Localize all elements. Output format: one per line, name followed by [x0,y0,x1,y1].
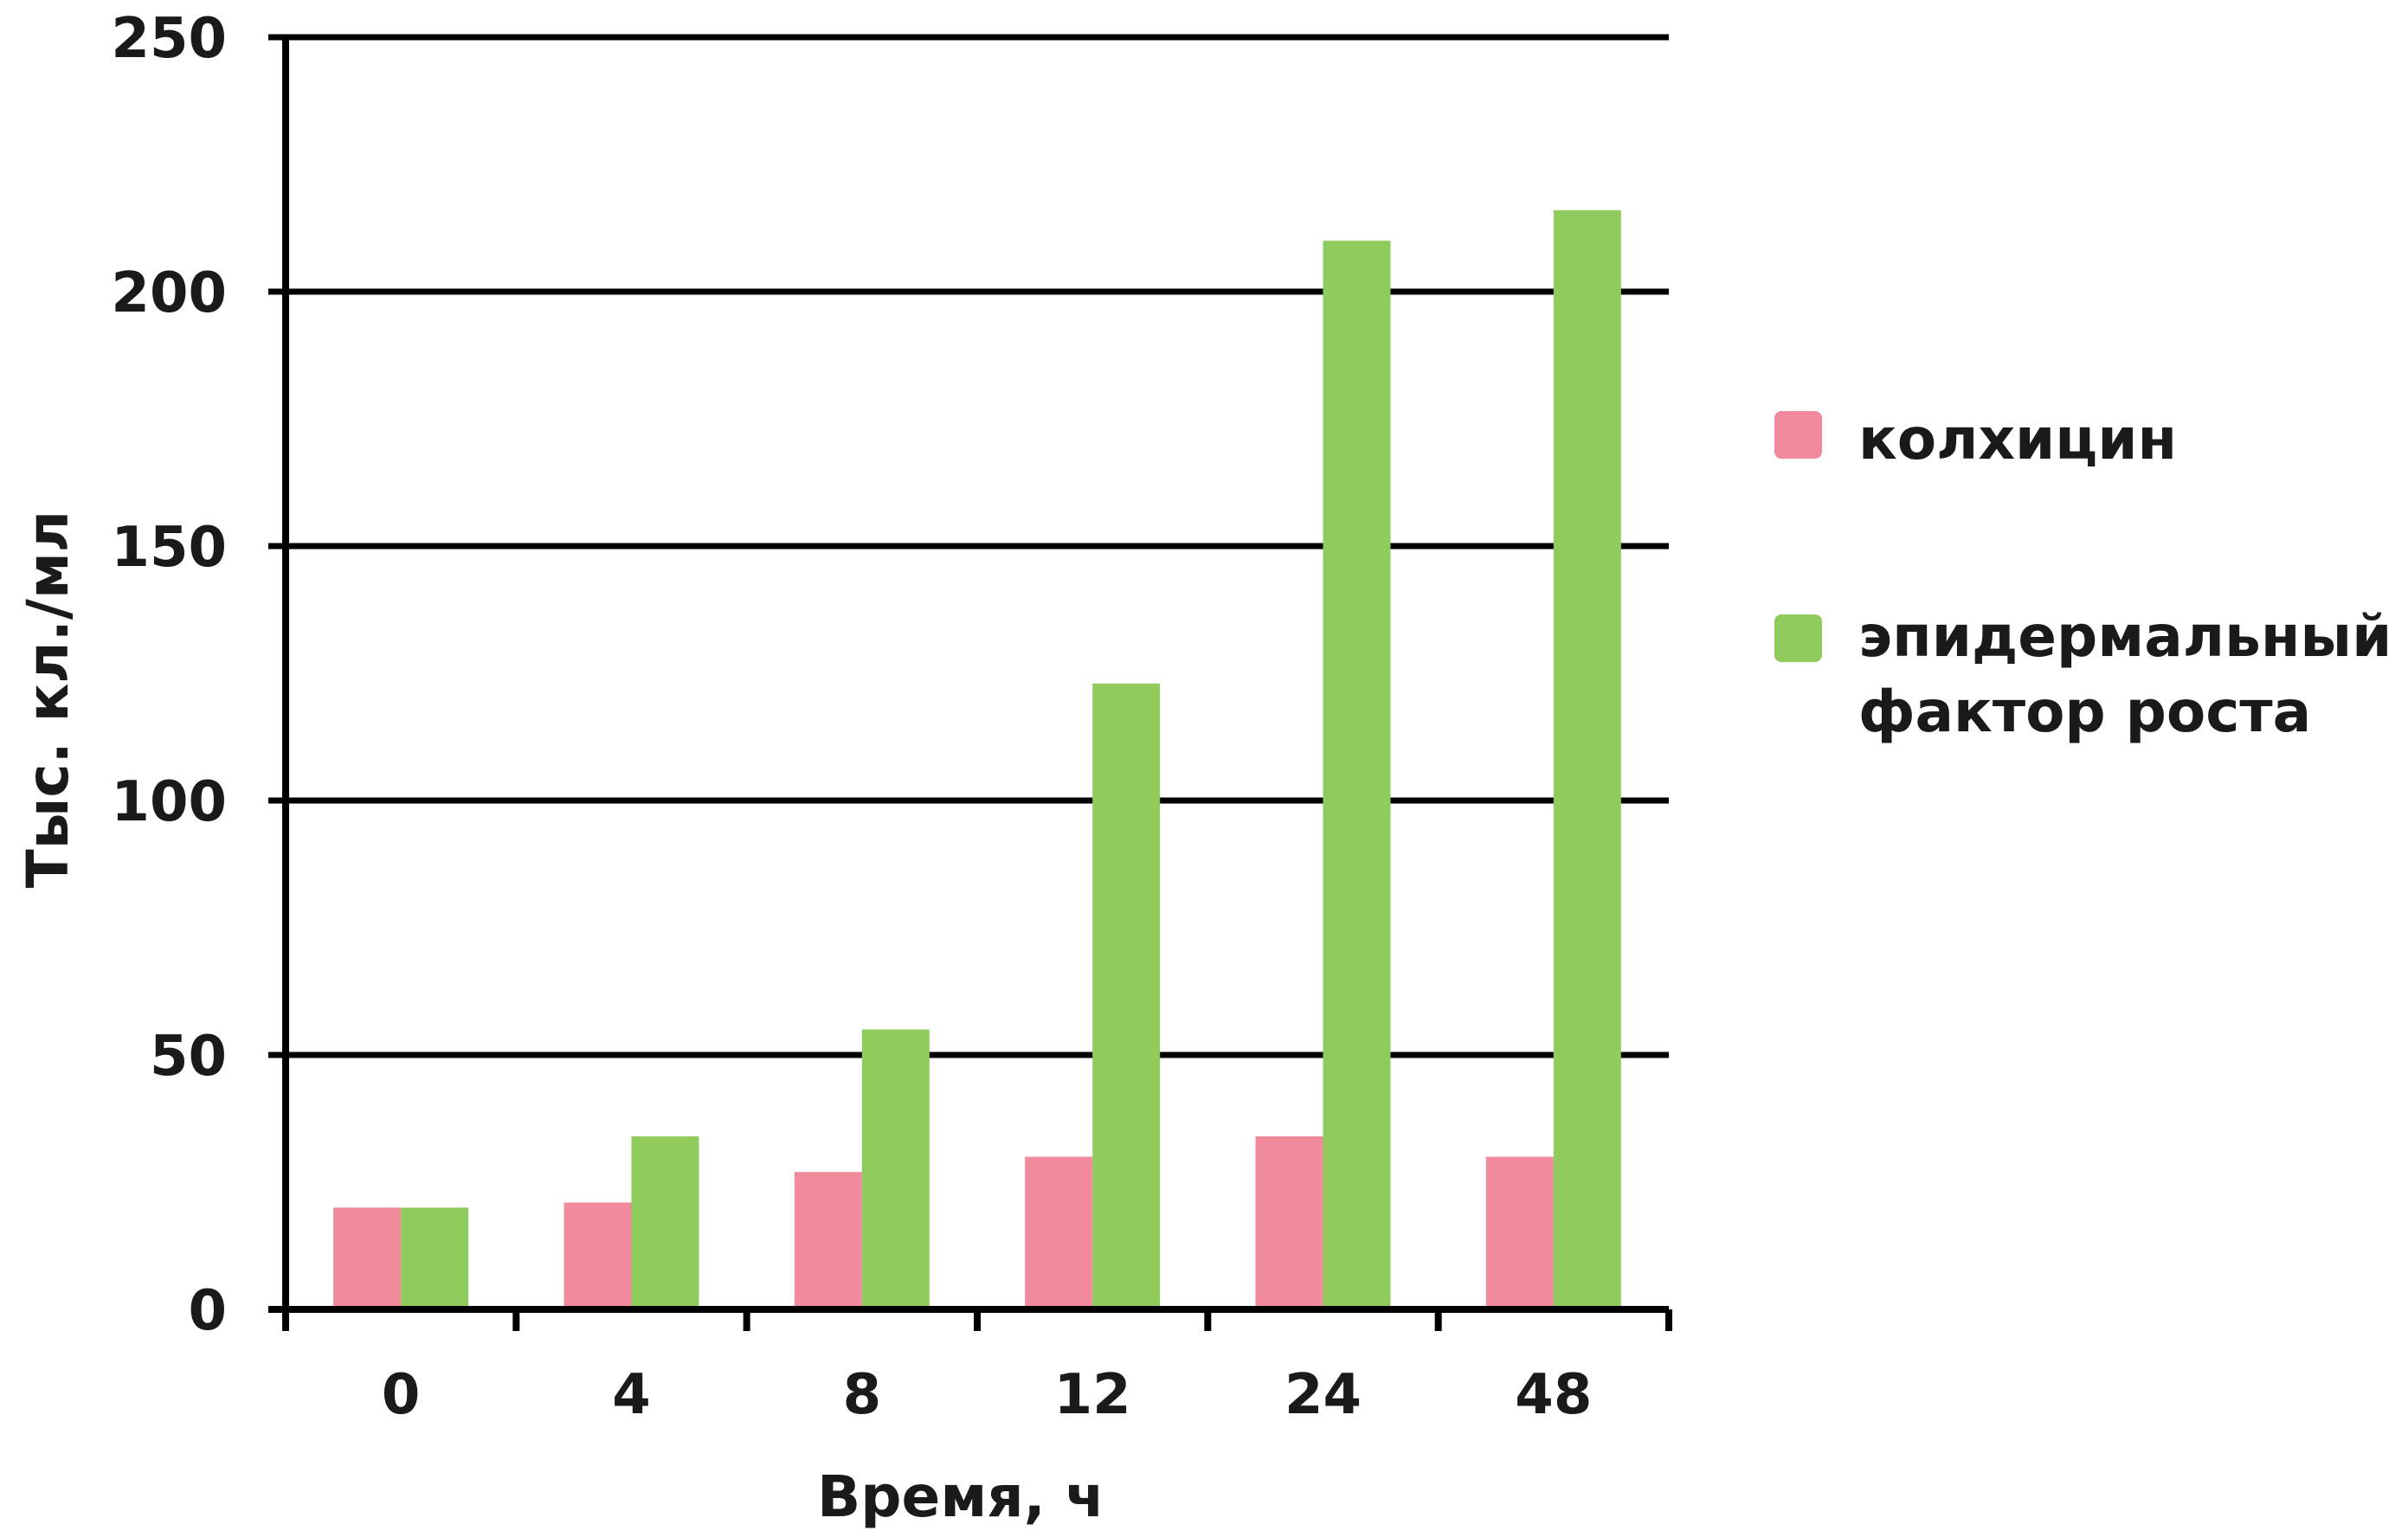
bar-colchicine-8 [794,1172,862,1309]
gridlines [268,34,1669,1058]
x-tick-label: 48 [1515,1363,1592,1427]
y-tick-label: 100 [111,770,227,834]
bar-egf-24 [1323,241,1391,1310]
legend-label-egf: эпидермальный [1858,603,2392,670]
bar-colchicine-48 [1485,1156,1554,1309]
legend: колхицин эпидермальный фактор роста [1774,406,2392,745]
bar-colchicine-4 [563,1202,632,1309]
x-tick-label: 12 [1054,1363,1131,1427]
bar-egf-48 [1553,209,1621,1309]
legend-label-egf: фактор роста [1858,678,2311,745]
x-axis-label: Время, ч [817,1463,1104,1530]
legend-swatch-egf [1774,614,1822,662]
bar-colchicine-24 [1255,1136,1323,1309]
y-tick-label: 0 [188,1279,227,1343]
bar-colchicine-12 [1025,1156,1093,1309]
y-tick-label: 50 [150,1025,227,1089]
y-tick-label: 150 [111,516,227,580]
x-tick-label: 8 [843,1363,882,1427]
bar-egf-8 [861,1029,930,1309]
x-tick-label: 24 [1284,1363,1362,1427]
legend-label-colchicine: колхицин [1858,406,2177,473]
x-tick-label: 0 [382,1363,421,1427]
bar-egf-0 [401,1207,469,1309]
bar-egf-12 [1092,683,1161,1309]
legend-swatch-colchicine [1774,411,1822,459]
bars [333,209,1621,1310]
bar-colchicine-0 [333,1207,402,1309]
y-axis-label: Тыс. кл./мл [15,511,81,888]
bar-egf-4 [631,1136,699,1309]
y-tick-label: 200 [111,261,227,325]
axes [268,35,1672,1331]
x-tick-label: 4 [612,1363,651,1427]
y-tick-label: 250 [111,7,227,71]
